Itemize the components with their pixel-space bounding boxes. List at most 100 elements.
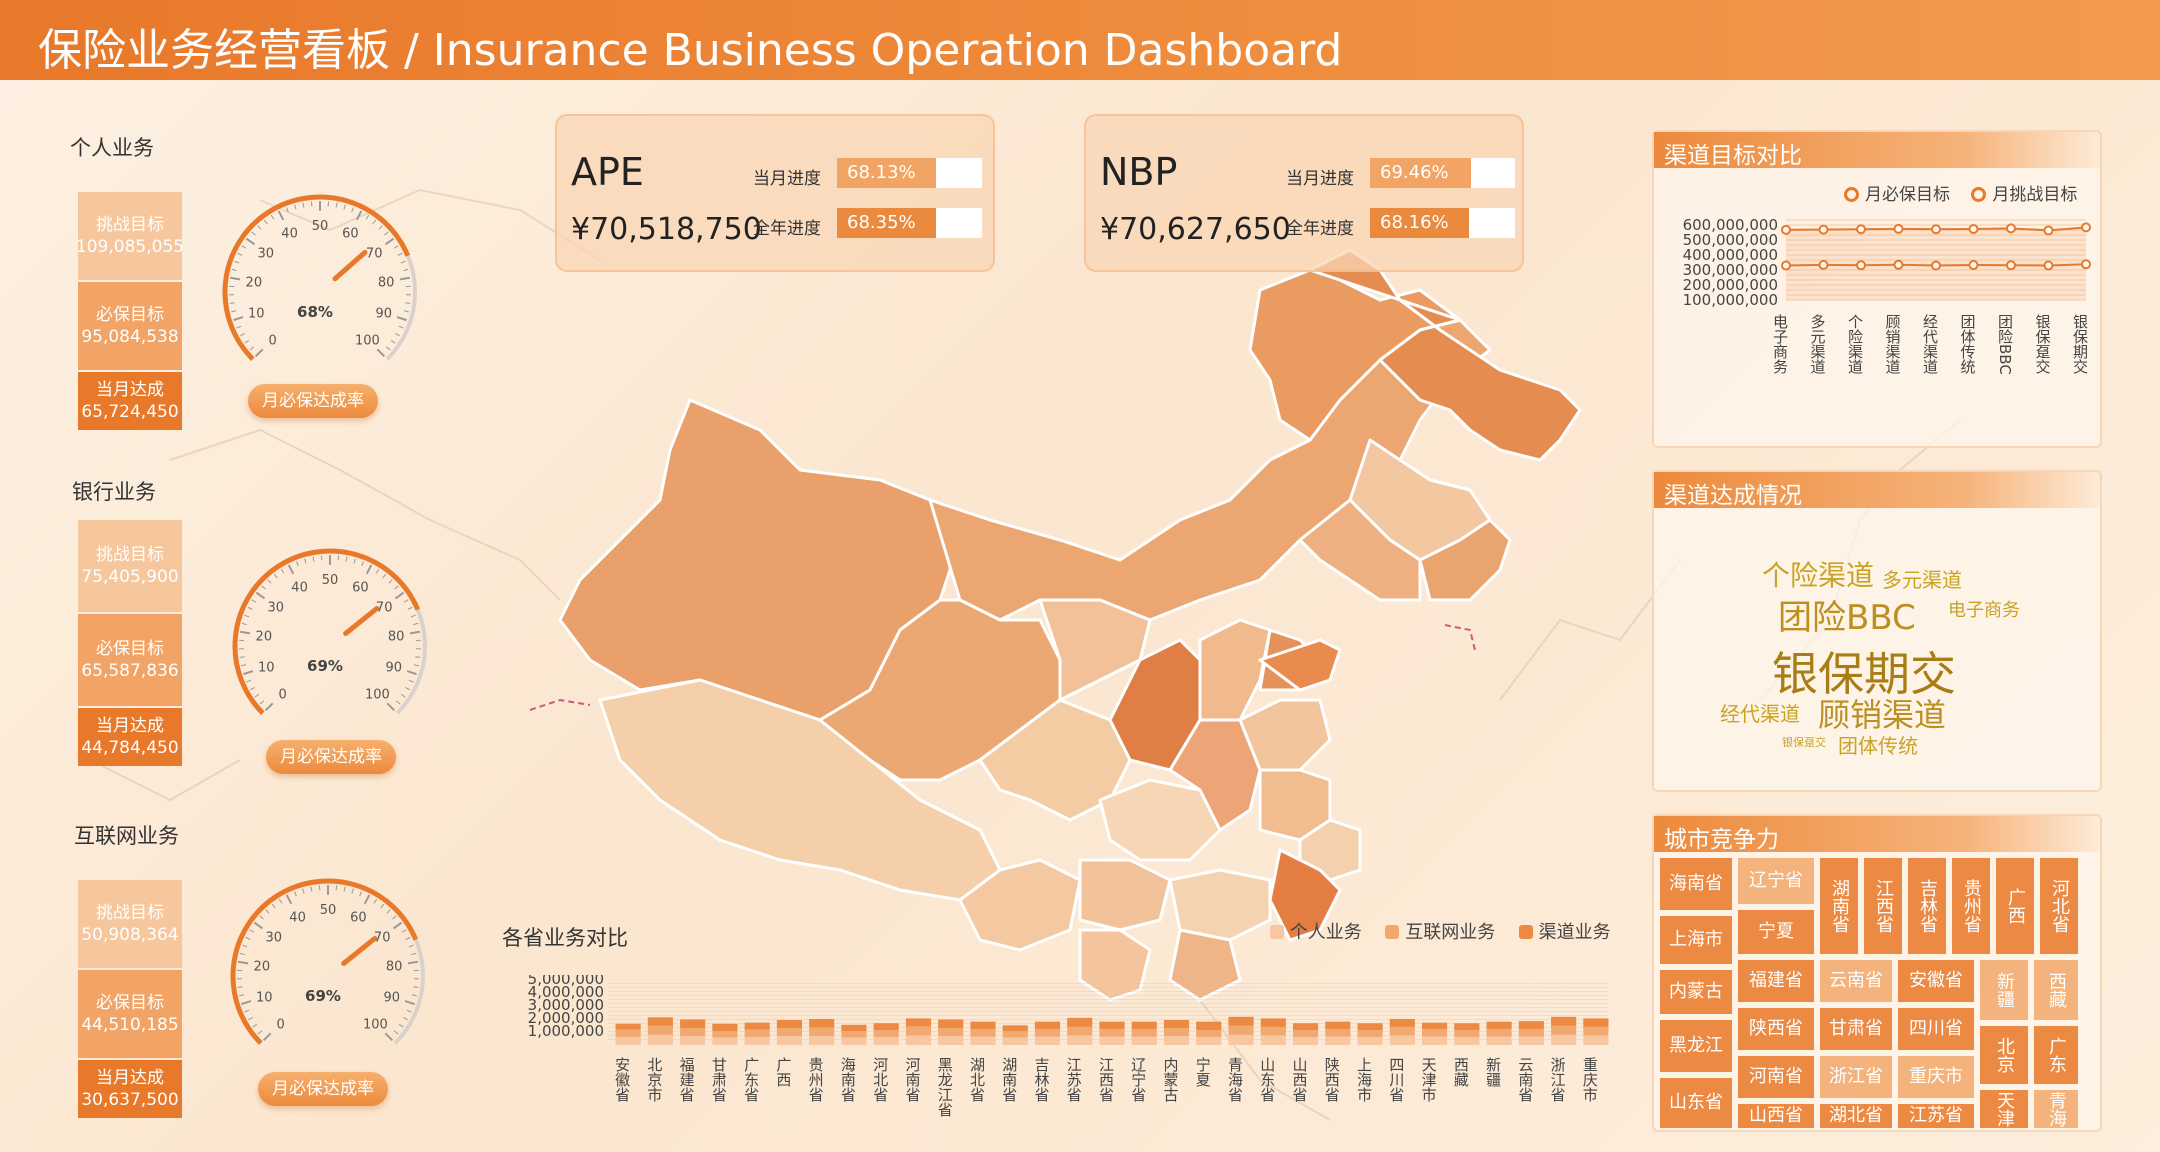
bar — [1325, 1029, 1351, 1037]
city-cell[interactable]: 浙江省 — [1820, 1056, 1892, 1098]
line-point — [1893, 259, 1904, 270]
gauge-tick — [410, 614, 416, 618]
city-cell[interactable]: 天津 — [1980, 1090, 2028, 1128]
gauge-tick-label: 30 — [266, 931, 283, 946]
bar — [1163, 1027, 1190, 1036]
city-cell[interactable]: 江苏省 — [1898, 1104, 1974, 1128]
gauge-tick — [267, 579, 272, 584]
city-cell[interactable]: 宁夏 — [1738, 910, 1814, 954]
bar — [905, 1018, 932, 1027]
bar — [1260, 1018, 1286, 1027]
y-tick-label: 100,000,000 — [1683, 291, 1778, 309]
gauge-tick — [239, 994, 245, 997]
bar — [1196, 1030, 1222, 1038]
city-cell[interactable]: 河南省 — [1738, 1056, 1814, 1098]
bar — [841, 1024, 867, 1032]
city-panel: 城市竞争力 海南省 辽宁省 湖南省 江西省 吉林省 贵州省 广西 河北省 宁夏 … — [1652, 814, 2102, 1132]
city-cell[interactable]: 贵州省 — [1952, 858, 1990, 954]
bar — [1357, 1030, 1383, 1038]
city-cell[interactable]: 陕西省 — [1738, 1008, 1814, 1050]
bar — [809, 1018, 835, 1028]
city-cell[interactable]: 新疆 — [1980, 960, 2028, 1020]
gauge-tick-label: 50 — [322, 573, 339, 588]
gauge-tick — [241, 245, 247, 249]
city-cell[interactable]: 河北省 — [2040, 858, 2078, 954]
city-cell[interactable]: 江西省 — [1864, 858, 1902, 954]
city-cell[interactable]: 上海市 — [1660, 916, 1732, 964]
y-tick-label: 2,000,000 — [528, 1009, 604, 1027]
city-cell[interactable]: 重庆市 — [1898, 1056, 1974, 1098]
bar — [1034, 1021, 1061, 1030]
city-cell[interactable]: 湖北省 — [1820, 1104, 1892, 1128]
city-cell[interactable]: 云南省 — [1820, 960, 1892, 1002]
city-cell[interactable]: 甘肃省 — [1820, 1008, 1892, 1050]
gauge-tick — [237, 252, 243, 256]
gauge-rate-button[interactable]: 月必保达成率 — [248, 384, 378, 418]
page-title: 保险业务经营看板 / Insurance Business Operation … — [38, 25, 1343, 76]
word-cloud-item: 多元渠道 — [1882, 568, 1962, 592]
city-cell[interactable]: 湖南省 — [1820, 858, 1858, 954]
city-cell[interactable]: 广东 — [2034, 1026, 2078, 1084]
bar — [809, 1027, 835, 1036]
city-cell[interactable]: 黑龙江 — [1660, 1020, 1732, 1072]
gauge-tick — [413, 622, 419, 626]
bar — [1034, 1036, 1061, 1045]
bar — [1422, 1029, 1448, 1037]
y-tick-label: 3,000,000 — [528, 996, 604, 1014]
legend-label: 月挑战目标 — [1992, 185, 2078, 205]
city-cell[interactable]: 青海 — [2034, 1090, 2078, 1128]
x-tick-label: 广东省 — [742, 1057, 760, 1102]
line-point — [1818, 259, 1829, 270]
bar — [712, 1023, 738, 1032]
gauge-tick — [242, 944, 248, 948]
gauge-tick-label: 30 — [258, 247, 275, 262]
bar — [1357, 1023, 1383, 1031]
line-point — [1818, 224, 1829, 235]
bar — [1292, 1030, 1319, 1038]
city-cell[interactable]: 福建省 — [1738, 960, 1814, 1002]
city-cell[interactable]: 海南省 — [1660, 858, 1732, 910]
x-tick-label: 山西省 — [1291, 1057, 1309, 1102]
legend-label: 个人业务 — [1289, 922, 1362, 943]
y-tick-label: 400,000,000 — [1683, 246, 1778, 264]
gauge-tick — [405, 936, 411, 940]
gauge-tick — [405, 302, 411, 304]
city-cell[interactable]: 北京 — [1980, 1026, 2028, 1084]
bar — [1099, 1036, 1125, 1045]
gauge-tick — [249, 346, 255, 351]
gauge-rate-button[interactable]: 月必保达成率 — [258, 1072, 388, 1106]
gauge-tick — [244, 614, 250, 618]
bar — [873, 1037, 899, 1045]
gauge-tick — [401, 929, 407, 933]
gauge-rate-button[interactable]: 月必保达成率 — [266, 740, 396, 774]
bar — [776, 1035, 802, 1045]
gauge-tick — [252, 1023, 258, 1028]
legend-swatch — [1385, 925, 1400, 939]
city-cell[interactable]: 四川省 — [1898, 1008, 1974, 1050]
city-cell[interactable]: 山西省 — [1738, 1104, 1814, 1128]
city-cell[interactable]: 安徽省 — [1898, 960, 1974, 1002]
line-point — [2081, 259, 2091, 270]
gauge-tick — [285, 894, 293, 905]
x-tick-label: 青海省 — [1226, 1057, 1244, 1102]
gauge-tick — [355, 210, 363, 221]
panel-header: 渠道达成情况 — [1654, 472, 2100, 509]
city-cell[interactable]: 辽宁省 — [1738, 858, 1814, 904]
gauge-tick — [244, 1009, 250, 1013]
city-cell[interactable]: 内蒙古 — [1660, 970, 1732, 1014]
x-tick-label: 安徽省 — [613, 1057, 631, 1102]
gauge-tick — [265, 909, 270, 914]
gauge-tick — [335, 202, 338, 208]
city-cell[interactable]: 山东省 — [1660, 1078, 1732, 1128]
city-cell[interactable]: 吉林省 — [1908, 858, 1946, 954]
gauge-tick — [236, 325, 242, 329]
city-cell[interactable]: 广西 — [1996, 858, 2034, 954]
city-cell[interactable]: 西藏 — [2034, 960, 2078, 1020]
gauge-tick — [415, 656, 421, 658]
bar — [1325, 1021, 1351, 1030]
x-tick-label: 湖北省 — [968, 1057, 986, 1102]
x-tick-label: 西藏 — [1452, 1057, 1470, 1088]
actual-achieved: 当月达成 65,724,450 — [78, 372, 182, 430]
line-point — [1968, 223, 1979, 234]
gauge-arc — [232, 548, 421, 715]
